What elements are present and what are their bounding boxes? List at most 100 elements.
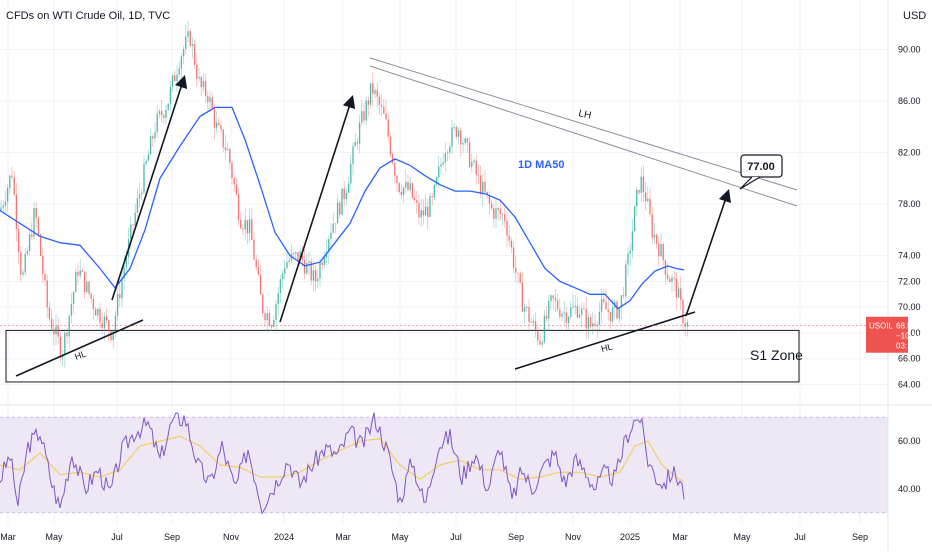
candle: [198, 67, 200, 83]
candle: [655, 233, 658, 250]
candle: [50, 308, 53, 331]
candle: [33, 201, 35, 240]
candle: [556, 293, 559, 313]
candle: [4, 190, 7, 214]
candle: [257, 259, 260, 277]
candle: [383, 98, 385, 114]
candle: [253, 232, 255, 261]
candle: [2, 199, 4, 214]
candle: [92, 294, 95, 320]
candle: [11, 166, 13, 180]
rsi-band: [0, 416, 888, 514]
time-tick-label: 2024: [274, 532, 294, 542]
candle: [37, 216, 40, 238]
candle: [15, 182, 18, 242]
impulse-arrow-1: [111, 74, 188, 301]
price-tick-label: 82.00: [898, 147, 921, 157]
upper-trendline-label: LH: [577, 108, 592, 121]
candle: [268, 308, 271, 327]
upper-trendline-b: [369, 65, 798, 207]
candle: [515, 255, 517, 283]
candle: [466, 137, 469, 153]
rsi-panel: [0, 412, 685, 515]
price-tick-label: 72.00: [898, 276, 921, 286]
candle: [323, 250, 326, 269]
candle: [603, 288, 605, 305]
candle: [563, 300, 565, 327]
candle: [550, 293, 552, 311]
candle: [680, 276, 682, 310]
candle: [64, 329, 66, 368]
ma-label: 1D MA50: [518, 159, 564, 171]
candle: [374, 87, 376, 99]
candle: [407, 173, 409, 192]
lower-trendline-right: [514, 311, 696, 370]
candle: [462, 137, 464, 153]
candle: [55, 314, 57, 346]
chart-title: CFDs on WTI Crude Oil, 1D, TVC: [6, 10, 171, 22]
time-tick-label: Mar: [672, 532, 688, 542]
candle: [629, 243, 631, 267]
candle: [222, 128, 224, 152]
projection-arrow: [685, 188, 731, 317]
time-axis[interactable]: Mar May Jul Sep Nov 2024 Mar May Jul Sep Nov 2025 Ma…: [0, 532, 868, 542]
candle: [482, 173, 484, 207]
currency-label[interactable]: USD: [903, 10, 927, 22]
candle: [673, 270, 675, 291]
time-tick-label: May: [733, 532, 751, 542]
candle: [339, 200, 341, 219]
candle: [44, 269, 46, 287]
candle: [473, 158, 475, 165]
candle: [99, 302, 101, 329]
price-tick-label: 78.00: [898, 199, 921, 209]
candle: [59, 332, 62, 363]
candle: [149, 129, 152, 155]
candle: [662, 242, 664, 268]
candle: [585, 297, 587, 340]
candle: [457, 126, 460, 145]
candle: [376, 82, 378, 108]
candle: [541, 339, 543, 348]
candle: [207, 90, 209, 113]
candle: [356, 138, 359, 150]
candle: [105, 308, 108, 324]
candle: [631, 218, 634, 259]
candle: [365, 96, 367, 126]
candle: [429, 192, 431, 218]
candle: [420, 198, 422, 227]
candle: [471, 153, 473, 173]
candle: [528, 299, 530, 330]
rsi-line: [0, 412, 685, 515]
time-tick-label: May: [45, 532, 63, 542]
candle: [367, 96, 370, 117]
time-tick-label: Jul: [450, 532, 462, 542]
time-tick-label: Jul: [794, 532, 806, 542]
candle: [424, 194, 427, 216]
candle: [306, 253, 308, 275]
candle: [286, 250, 288, 270]
candle: [211, 92, 213, 111]
candle: [532, 314, 535, 326]
time-tick-label: May: [391, 532, 409, 542]
candle: [9, 174, 11, 195]
candle: [171, 74, 174, 93]
candle: [0, 200, 2, 212]
price-axis[interactable]: 64.00 66.00 68.00 70.00 72.00 74.00 78.00 82.00…: [898, 44, 921, 389]
candle: [671, 274, 673, 293]
candle: [204, 74, 207, 104]
candle: [26, 246, 29, 256]
candle: [143, 155, 145, 195]
candle: [97, 307, 99, 321]
candle: [13, 170, 15, 197]
candle: [638, 189, 640, 196]
candle: [240, 211, 242, 230]
candle: [336, 194, 339, 224]
candle: [647, 186, 649, 203]
candle: [625, 259, 627, 306]
candle: [416, 190, 418, 214]
rsi-axis[interactable]: 40.00 60.00: [898, 436, 921, 494]
candle: [552, 294, 554, 310]
candle: [644, 181, 647, 211]
